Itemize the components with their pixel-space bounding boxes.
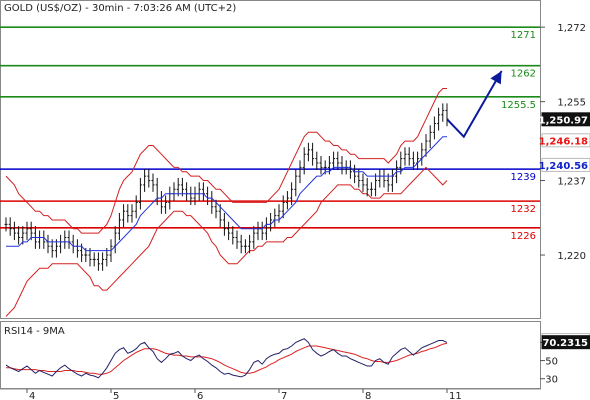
forecast-arrow <box>446 70 503 139</box>
level-label-2: 1255.5 <box>501 100 536 111</box>
level-label-3: 1239 <box>511 172 536 183</box>
price-tag-2-box <box>541 157 590 172</box>
ma-line <box>6 136 447 252</box>
price-tag-1-box <box>541 133 590 148</box>
x-tick-label-3: 7 <box>281 391 287 400</box>
rsi-line <box>5 338 448 379</box>
price-panel-frame <box>0 0 541 319</box>
level-label-1: 1262 <box>511 69 536 80</box>
price-tick-label-1: 1,255 <box>557 98 586 109</box>
x-tick-label-1: 5 <box>113 391 119 400</box>
chart-title: GOLD (US$/OZ) - 30min - 7:03:26 AM (UTC+… <box>4 3 236 14</box>
price-y-axis: 1,272 1,255 1,237 1,220 <box>540 23 586 262</box>
x-tick-label-5: 11 <box>449 391 462 400</box>
rsi-tag-1-label: 70.2315 <box>542 338 588 349</box>
bollinger-bands <box>5 88 448 317</box>
rsi-tick-label-2: 30 <box>545 375 558 386</box>
price-tick-label-3: 1,220 <box>557 251 586 262</box>
level-label-4: 1232 <box>511 204 536 215</box>
x-tick-label-4: 8 <box>365 391 371 400</box>
price-tag-1-label: 1,246.18 <box>539 136 588 147</box>
price-tag-0-box <box>541 112 590 127</box>
forecast-arrow-line <box>446 70 503 139</box>
x-tick-label-2: 6 <box>197 391 203 400</box>
price-tag-0-label: 1,250.97 <box>539 115 588 126</box>
price-tag-2-label: 1,240.56 <box>539 161 588 172</box>
price-tick-label-2: 1,237 <box>557 177 586 188</box>
lower-band-line <box>5 166 448 317</box>
rsi-ma-line <box>6 342 448 375</box>
price-bars <box>4 103 449 271</box>
moving-average <box>6 136 447 252</box>
price-tags: 1,250.971,246.181,240.5672.541970.2315 <box>539 112 590 350</box>
rsi-tag-1-box <box>541 335 590 350</box>
upper-band-line <box>5 88 447 234</box>
forecast-arrow-head <box>490 70 502 85</box>
price-tick-label-0: 1,272 <box>557 23 586 34</box>
x-tick-label-0: 4 <box>29 391 35 400</box>
rsi-lines <box>5 338 448 379</box>
level-label-0: 1271 <box>511 30 536 41</box>
level-lines: 1271 1262 1255.5 1239 1232 1226 <box>0 26 540 242</box>
level-label-5: 1226 <box>511 231 536 242</box>
rsi-tick-label-1: 50 <box>545 357 558 368</box>
rsi-panel-frame <box>0 321 541 389</box>
rsi-title: RSI14 - 9MA <box>4 326 65 337</box>
x-axis: 4 5 6 7 8 11 <box>26 389 462 400</box>
